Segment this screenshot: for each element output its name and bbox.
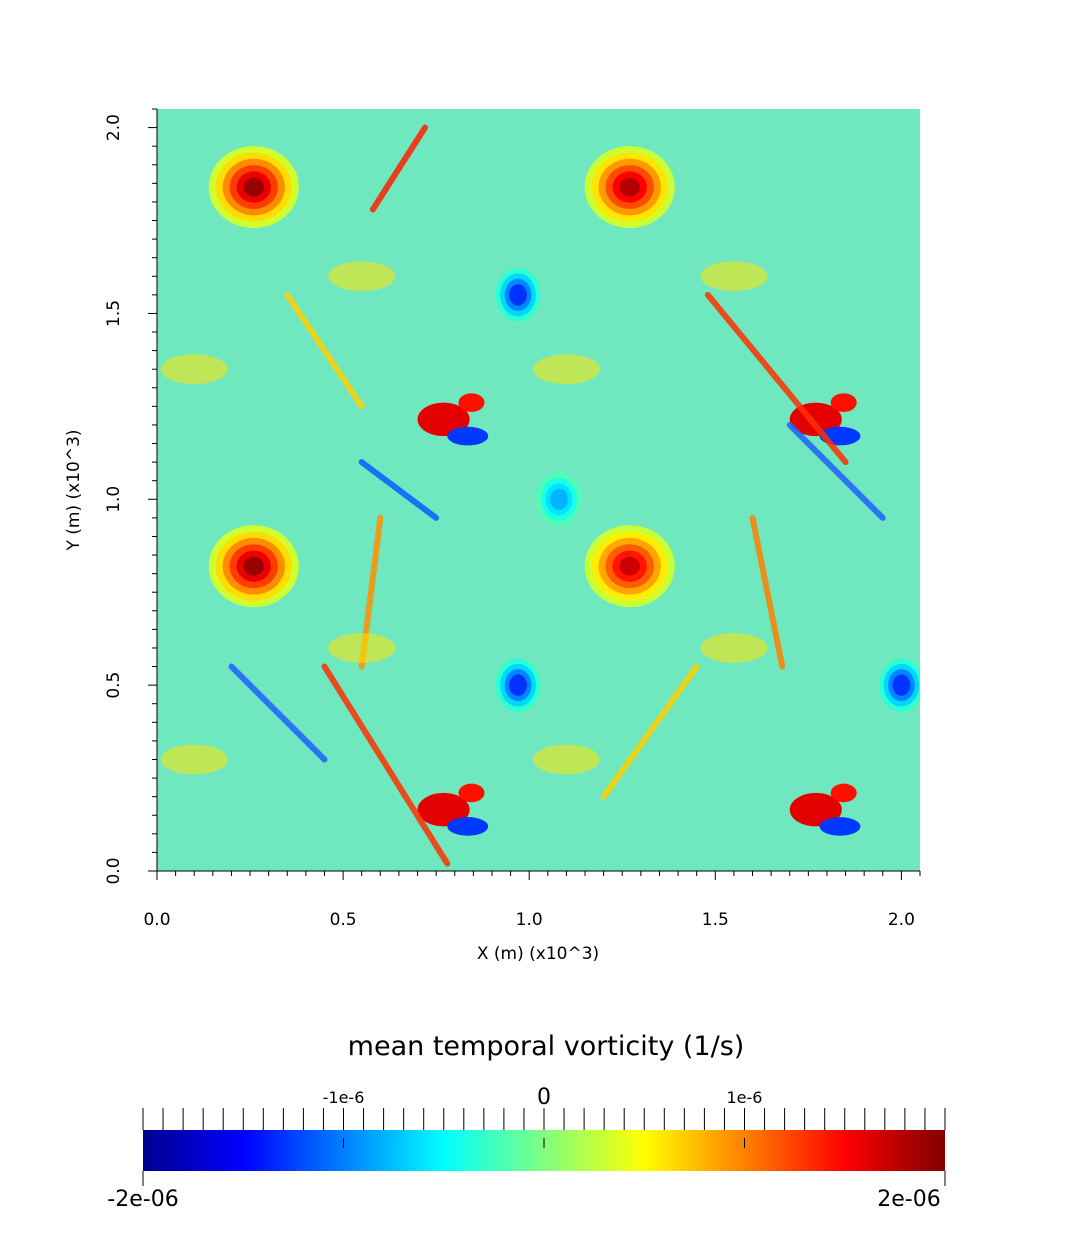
vortex-negative	[550, 488, 568, 511]
y-tick-label: 1.5	[104, 300, 124, 327]
dipole-secondary-lobe	[830, 783, 857, 803]
x-tick-label: 2.0	[888, 910, 915, 930]
y-tick-label: 0.0	[104, 857, 124, 884]
x-tick-label: 1.0	[516, 910, 543, 930]
dipole-secondary-lobe	[458, 393, 485, 412]
positive-band	[532, 744, 600, 775]
shear-filament	[704, 291, 849, 466]
vorticity-field	[160, 124, 920, 867]
shear-filament	[749, 514, 786, 670]
shear-filament	[228, 663, 328, 763]
vortex-negative	[509, 674, 527, 696]
vortex-positive	[619, 177, 640, 197]
positive-band	[700, 261, 768, 292]
dipole-positive-lobe	[417, 402, 470, 437]
shear-filament	[358, 459, 440, 521]
colorbar-tick-label: 0	[537, 1085, 551, 1110]
dipole-negative-lobe	[447, 426, 489, 446]
colorbar-ticks: -1e-6 0 1e-6	[142, 1085, 946, 1186]
y-tick-label: 0.5	[104, 672, 124, 699]
shear-filament	[321, 663, 451, 867]
x-axis-title: X (m) (x10^3)	[477, 944, 599, 964]
colorbar-gradient	[143, 1130, 945, 1171]
vortex-positive	[243, 177, 265, 197]
positive-band	[700, 633, 768, 663]
plot-area	[157, 109, 920, 871]
positive-band	[328, 261, 396, 292]
x-tick-label: 0.5	[330, 910, 357, 930]
y-tick-label: 2.0	[104, 114, 124, 141]
shear-filament	[600, 663, 700, 800]
vortex-negative	[509, 284, 527, 306]
x-axis: 0.0 0.5 1.0 1.5 2.0	[143, 870, 921, 930]
colorbar: mean temporal vorticity (1/s) -1e-6 0 1e-6…	[107, 1031, 946, 1212]
dipole-secondary-lobe	[458, 783, 485, 803]
dipole-positive-lobe	[417, 792, 470, 827]
colorbar-tick-label: 1e-6	[727, 1088, 763, 1107]
shear-filament	[369, 124, 428, 213]
vortex-positive	[619, 556, 640, 576]
y-axis: 0.0 0.5 1.0 1.5 2.0	[104, 108, 158, 885]
colorbar-max-label: 2e-06	[877, 1187, 940, 1212]
colorbar-tick-label: -1e-6	[323, 1088, 365, 1107]
positive-band	[160, 744, 228, 775]
positive-band	[328, 633, 396, 663]
y-tick-label: 1.0	[104, 486, 124, 513]
y-axis-title: Y (m) (x10^3)	[64, 429, 84, 551]
x-tick-label: 1.5	[702, 910, 729, 930]
colorbar-min-label: -2e-06	[107, 1187, 178, 1212]
positive-band	[532, 354, 600, 385]
dipole-secondary-lobe	[830, 393, 857, 412]
vortex-negative	[892, 674, 911, 696]
dipole-negative-lobe	[819, 817, 861, 836]
colorbar-title: mean temporal vorticity (1/s)	[348, 1031, 745, 1062]
dipole-positive-lobe	[789, 792, 842, 827]
vortex-positive	[243, 556, 265, 576]
x-tick-label: 0.0	[143, 910, 170, 930]
shear-filament	[786, 421, 886, 521]
positive-band	[160, 354, 228, 385]
shear-filament	[284, 291, 365, 410]
dipole-negative-lobe	[447, 817, 489, 836]
